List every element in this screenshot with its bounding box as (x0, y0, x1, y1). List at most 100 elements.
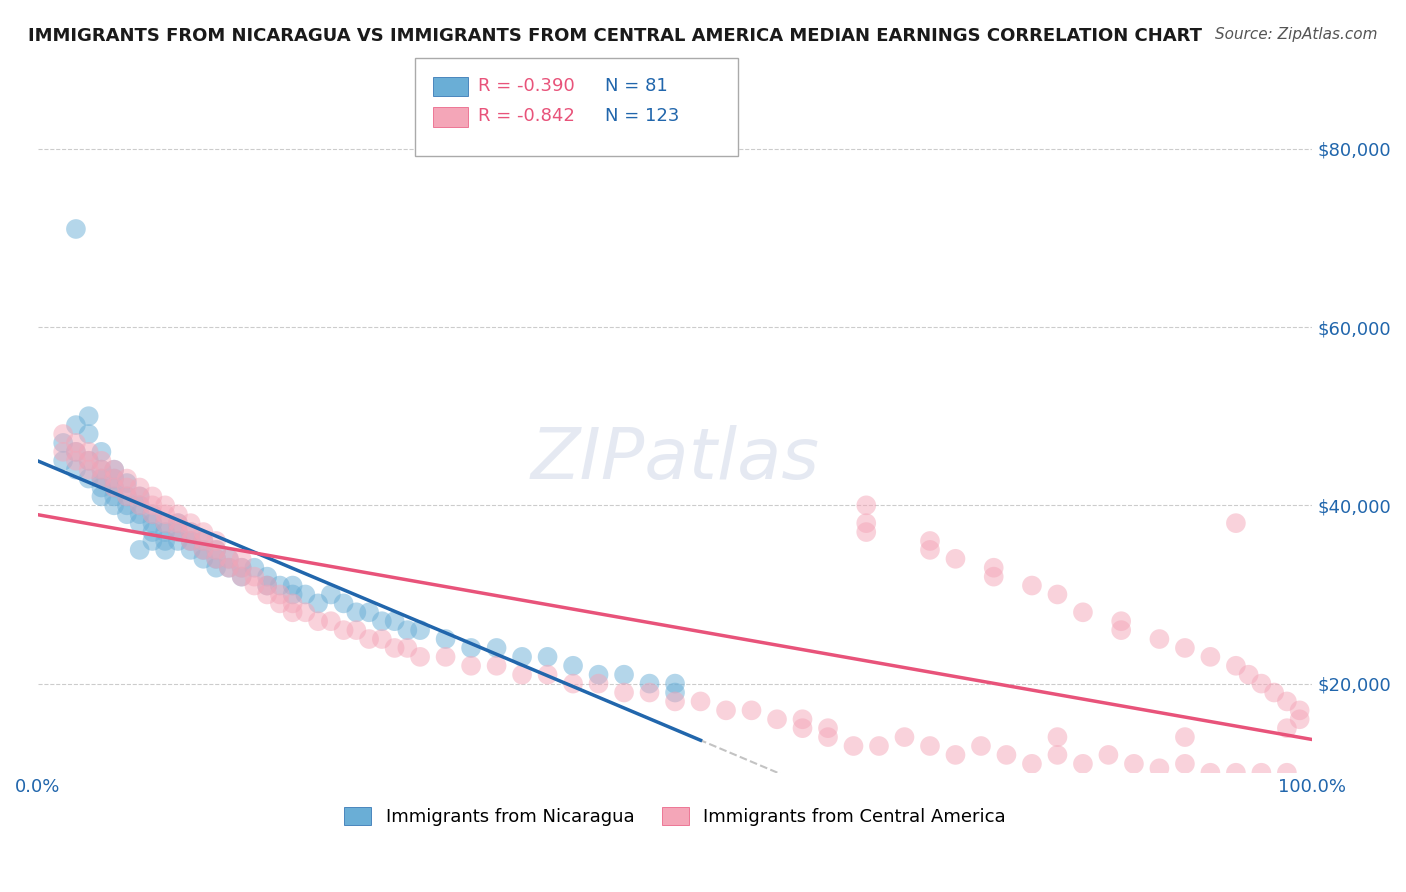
Point (918, 542, 941, 557)
Point (384, 640, 406, 655)
Point (536, 649, 558, 664)
Point (1174, 756, 1197, 771)
Point (180, 524, 202, 539)
Point (588, 667, 610, 681)
Point (103, 481, 125, 495)
Point (1237, 667, 1260, 681)
Point (77, 454, 100, 468)
Point (344, 605, 367, 619)
Point (167, 516, 190, 530)
Point (945, 551, 967, 566)
Point (1149, 761, 1171, 775)
Point (1250, 765, 1272, 780)
Point (1199, 765, 1222, 780)
Point (893, 730, 915, 744)
Point (243, 560, 266, 574)
Point (1199, 649, 1222, 664)
Point (868, 739, 890, 753)
Point (1288, 712, 1310, 726)
Legend: Immigrants from Nicaragua, Immigrants from Central America: Immigrants from Nicaragua, Immigrants fr… (337, 799, 1012, 833)
Point (103, 463, 125, 477)
Text: N = 81: N = 81 (605, 77, 668, 95)
Point (90, 463, 112, 477)
Point (307, 614, 329, 628)
Point (817, 721, 839, 735)
Point (65, 445, 87, 459)
Text: N = 123: N = 123 (605, 107, 679, 125)
Point (995, 747, 1018, 762)
Point (855, 516, 877, 530)
Point (918, 739, 941, 753)
Point (359, 605, 381, 619)
Text: R = -0.390: R = -0.390 (478, 77, 575, 95)
Point (65, 222, 87, 236)
Point (945, 747, 967, 762)
Point (792, 712, 814, 726)
Point (1288, 703, 1310, 717)
Point (396, 640, 419, 655)
Point (664, 685, 686, 699)
Point (371, 632, 394, 646)
Point (817, 730, 839, 744)
Point (205, 560, 228, 574)
Text: Source: ZipAtlas.com: Source: ZipAtlas.com (1215, 27, 1378, 42)
Point (269, 578, 291, 592)
Point (141, 524, 163, 539)
Point (409, 623, 432, 637)
Point (128, 516, 150, 530)
Point (384, 614, 406, 628)
Point (141, 507, 163, 521)
Point (588, 676, 610, 690)
Point (218, 551, 240, 566)
Point (689, 694, 711, 708)
Point (52, 427, 75, 442)
Point (231, 551, 253, 566)
Point (193, 551, 215, 566)
Point (65, 436, 87, 450)
Text: R = -0.842: R = -0.842 (478, 107, 575, 125)
Point (193, 524, 215, 539)
Point (281, 587, 304, 601)
Point (970, 739, 993, 753)
Point (409, 649, 432, 664)
Point (664, 694, 686, 708)
Point (510, 667, 533, 681)
Point (1250, 676, 1272, 690)
Point (332, 623, 354, 637)
Point (1225, 765, 1247, 780)
Point (281, 605, 304, 619)
Point (77, 445, 100, 459)
Point (52, 436, 75, 450)
Point (231, 560, 253, 574)
Point (128, 499, 150, 513)
Point (1071, 756, 1094, 771)
Point (638, 676, 661, 690)
Point (90, 445, 112, 459)
Point (1225, 516, 1247, 530)
Point (664, 676, 686, 690)
Point (485, 658, 508, 673)
Point (1275, 694, 1298, 708)
Point (536, 667, 558, 681)
Point (1174, 640, 1197, 655)
Point (141, 533, 163, 548)
Point (1046, 730, 1069, 744)
Point (1263, 685, 1285, 699)
Point (1275, 721, 1298, 735)
Point (613, 667, 636, 681)
Point (103, 463, 125, 477)
Point (218, 560, 240, 574)
Point (128, 542, 150, 557)
Point (792, 721, 814, 735)
Point (741, 703, 763, 717)
Text: ZIPatlas: ZIPatlas (530, 425, 820, 494)
Point (180, 524, 202, 539)
Point (842, 739, 865, 753)
Point (90, 472, 112, 486)
Point (52, 454, 75, 468)
Point (319, 587, 342, 601)
Point (167, 533, 190, 548)
Point (396, 623, 419, 637)
Point (714, 703, 737, 717)
Point (562, 658, 585, 673)
